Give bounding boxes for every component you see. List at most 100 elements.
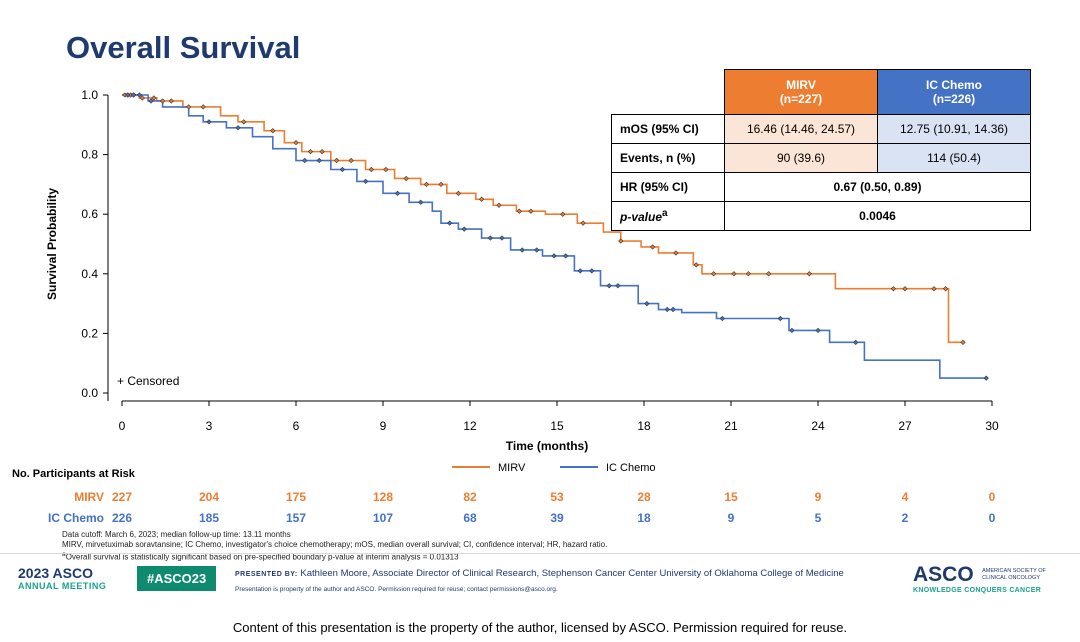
events-mirv: 90 (39.6) — [724, 143, 878, 173]
censor-mark-mirv — [693, 262, 699, 268]
risk-count: 28 — [637, 490, 651, 504]
header-mirv: MIRV (n=227) — [724, 69, 878, 115]
censor-mark-ic-chemo — [461, 226, 467, 232]
asco-society-logo: ASCO AMERICAN SOCIETY OF CLINICAL ONCOLO… — [913, 563, 1073, 594]
meeting-year: 2023 — [18, 565, 50, 581]
censor-mark-ic-chemo — [519, 247, 525, 253]
censor-mark-ic-chemo — [339, 166, 346, 173]
censor-mark-mirv — [423, 181, 430, 188]
censor-mark-mirv — [902, 286, 908, 292]
curves — [122, 94, 987, 379]
x-tick-label: 21 — [724, 419, 738, 433]
censor-mark-ic-chemo — [316, 157, 322, 164]
censor-mark-mirv — [151, 95, 157, 101]
censor-mark-ic-chemo — [418, 199, 424, 205]
asco-annual-meeting-logo: 2023 ASCO ANNUAL MEETING — [18, 565, 106, 591]
censor-mark-mirv — [618, 238, 624, 244]
censor-mark-mirv — [348, 157, 354, 164]
censor-mark-ic-chemo — [789, 327, 795, 334]
risk-count: 128 — [372, 490, 394, 504]
censor-mark-mirv — [942, 286, 949, 292]
risk-count: 82 — [463, 490, 477, 504]
censor-mark-mirv — [890, 286, 897, 292]
censor-mark-ic-chemo — [644, 300, 650, 307]
table-row: mOS (95% CI) 16.46 (14.46, 24.57) 12.75 … — [611, 114, 1031, 144]
censor-mark-ic-chemo — [983, 375, 989, 381]
censor-mark-mirv — [319, 148, 325, 155]
table-row: p-valuea 0.0046 — [611, 201, 1031, 231]
row-label-p: p-valuea — [611, 201, 725, 231]
censor-mark-mirv — [368, 166, 375, 173]
risk-count: 175 — [285, 490, 307, 504]
censor-mark-ic-chemo — [589, 268, 595, 274]
censor-mark-ic-chemo — [148, 98, 154, 104]
censor-mark-mirv — [731, 271, 737, 277]
p-label: p-value — [620, 210, 663, 224]
censor-mark-ic-chemo — [499, 235, 505, 241]
society-line-1: AMERICAN SOCIETY OF — [982, 568, 1046, 574]
table-row: HR (95% CI) 0.67 (0.50, 0.89) — [611, 172, 1031, 202]
risk-count: 157 — [285, 511, 307, 525]
censor-mark-ic-chemo — [719, 315, 725, 322]
censor-mark-mirv — [673, 250, 679, 256]
stats-table: MIRV (n=227) IC Chemo (n=226) mOS (95% C… — [611, 69, 1031, 231]
risk-count: 185 — [198, 511, 220, 525]
axes: 0.0 0.2 0.4 0.6 0.8 1.0 0 3 6 9 12 15 18 21 24 27 30 Time… — [45, 88, 999, 453]
row-label-hr: HR (95% CI) — [611, 172, 725, 202]
risk-count: 18 — [637, 511, 651, 525]
risk-count: 4 — [901, 490, 909, 504]
legend: MIRV IC Chemo — [452, 462, 656, 474]
risk-count: 53 — [550, 490, 564, 504]
row-label-mos: mOS (95% CI) — [611, 114, 725, 144]
risk-count: 5 — [814, 511, 822, 525]
censor-mark-mirv — [270, 128, 276, 134]
risk-count: 15 — [724, 490, 738, 504]
censored-note: + Censored — [117, 374, 179, 388]
risk-count: 227 — [111, 490, 133, 504]
property-note: Presentation is property of the author a… — [235, 586, 558, 593]
censor-mark-mirv — [139, 95, 145, 101]
mos-ic: 12.75 (10.91, 14.36) — [877, 114, 1031, 144]
footnote-1: Data cutoff: March 6, 2023; median follo… — [62, 530, 291, 539]
y-tick-label: 0.2 — [81, 326, 98, 340]
p-sup: a — [662, 208, 668, 219]
risk-count: 9 — [814, 490, 822, 504]
censor-mark-mirv — [438, 181, 444, 188]
society-line-2: CLINICAL ONCOLOGY — [982, 575, 1041, 581]
x-axis-label: Time (months) — [506, 439, 588, 453]
risk-count: 9 — [727, 511, 735, 525]
x-tick-label: 18 — [637, 419, 651, 433]
censor-mark-mirv — [931, 286, 937, 292]
asco-society-name: AMERICAN SOCIETY OF CLINICAL ONCOLOGY — [982, 568, 1046, 582]
header-ic-label: IC Chemo — [925, 78, 982, 92]
censor-mark-mirv — [650, 244, 656, 250]
censor-mark-ic-chemo — [125, 92, 131, 98]
risk-row-label: IC Chemo — [47, 511, 104, 525]
censor-mark-ic-chemo — [394, 190, 401, 196]
y-tick-label: 0.6 — [81, 207, 98, 221]
censor-mark-mirv — [307, 148, 314, 155]
censor-mark-mirv — [580, 220, 586, 226]
censor-mark-mirv — [560, 211, 566, 217]
censor-mark-ic-chemo — [534, 247, 540, 253]
censor-marks — [122, 92, 989, 381]
risk-count: 0 — [988, 511, 996, 525]
footnotes: Data cutoff: March 6, 2023; median follo… — [62, 530, 607, 563]
censor-mark-mirv — [766, 271, 772, 277]
censor-mark-ic-chemo — [362, 178, 369, 185]
censor-mark-ic-chemo — [130, 92, 137, 98]
footnote-3: aOverall survival is statistically signi… — [62, 550, 607, 563]
meeting-sub: ANNUAL MEETING — [18, 581, 107, 591]
slide-title: Overall Survival — [66, 30, 301, 65]
censor-mark-ic-chemo — [853, 339, 859, 345]
censor-mark-mirv — [241, 119, 247, 125]
censor-mark-mirv — [960, 339, 966, 345]
y-tick-label: 0.0 — [81, 386, 98, 400]
censor-mark-mirv — [186, 104, 192, 110]
censor-mark-mirv — [200, 104, 206, 110]
x-tick-label: 15 — [550, 419, 564, 433]
censor-mark-ic-chemo — [487, 235, 493, 241]
risk-row-label: MIRV — [74, 490, 104, 504]
asco-logo-text: ASCO — [913, 563, 974, 586]
